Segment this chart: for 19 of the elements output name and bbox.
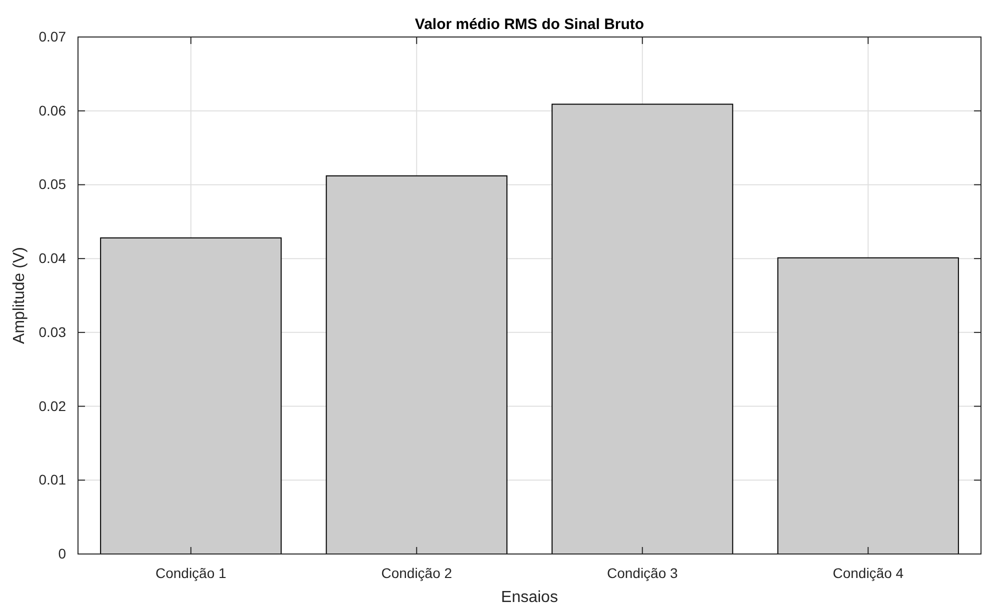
y-tick-label: 0.01 [38,472,66,488]
y-tick-label: 0.06 [38,102,66,118]
chart-title: Valor médio RMS do Sinal Bruto [414,16,644,33]
x-tick-label: Condição 2 [381,564,452,581]
bar [552,104,734,554]
y-tick-label: 0.04 [38,250,66,266]
bar [100,237,282,554]
x-tick-label: Condição 1 [155,564,226,581]
x-tick-label: Condição 3 [606,564,678,581]
bar [777,257,959,554]
x-tick-label: Condição 4 [832,564,904,581]
y-tick-label: 0.05 [38,176,66,192]
y-tick-label: 0.07 [38,28,66,44]
x-axis-title: Ensaios [501,589,558,606]
y-tick-label: 0.03 [38,324,66,340]
y-tick-label: 0.02 [38,398,66,414]
y-tick-label: 0 [58,545,66,562]
bar [326,175,508,554]
y-axis-title: Amplitude (V) [11,247,28,344]
